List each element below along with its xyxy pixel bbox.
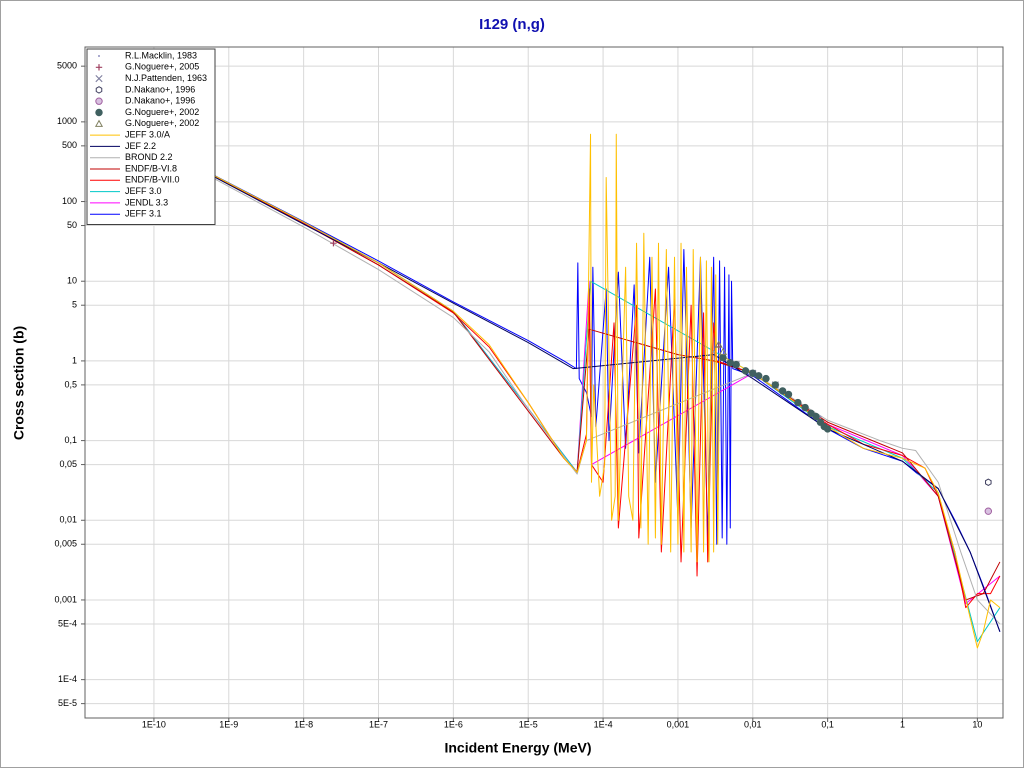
legend-label: JEFF 3.0/A: [125, 129, 170, 139]
legend-label: G.Noguere+, 2002: [125, 118, 199, 128]
legend-label: ENDF/B-VI.8: [125, 163, 177, 173]
series-line: [211, 173, 1001, 632]
y-tick-label: 5E-5: [58, 698, 77, 708]
data-point: [712, 350, 715, 353]
legend-marker: [98, 55, 100, 57]
data-point: [719, 353, 727, 362]
data-point: [771, 381, 780, 389]
x-tick-label: 10: [972, 719, 982, 729]
y-tick-label: 0,5: [64, 379, 77, 389]
data-point: [812, 412, 820, 421]
data-point: [718, 347, 728, 355]
y-tick-label: 1E-4: [58, 674, 77, 684]
chart-title: I129 (n,g): [479, 16, 545, 33]
x-tick-label: 1E-9: [219, 719, 238, 729]
y-tick-label: 100: [62, 196, 77, 206]
legend-label: JEFF 3.1: [125, 209, 162, 219]
legend-label: R.L.Macklin, 1983: [125, 50, 197, 60]
y-tick-label: 0,001: [54, 594, 77, 604]
x-tick-label: 1E-7: [369, 719, 388, 729]
data-point: [807, 409, 815, 418]
y-tick-label: 1000: [57, 116, 77, 126]
legend-label: G.Noguere+, 2005: [125, 62, 199, 72]
data-point: [726, 358, 734, 367]
data-point: [330, 240, 337, 247]
legend-marker: [95, 64, 103, 71]
data-point: [732, 360, 740, 369]
plot-area: [85, 47, 1003, 718]
legend-label: ENDF/B-VII.0: [125, 175, 180, 185]
data-point: [819, 415, 822, 418]
legend-marker: [95, 97, 103, 105]
data-point: [985, 478, 992, 487]
series-line: [211, 174, 1001, 601]
data-point: [794, 398, 802, 407]
y-tick-label: 10: [67, 276, 77, 286]
legend-marker: [95, 108, 103, 117]
x-tick-label: 1: [900, 719, 905, 729]
y-tick-label: 1: [72, 355, 77, 365]
x-tick-label: 1E-4: [594, 719, 613, 729]
legend-label: D.Nakano+, 1996: [125, 96, 195, 106]
data-point: [762, 374, 770, 383]
legend-label: D.Nakano+, 1996: [125, 84, 195, 94]
y-tick-label: 5: [72, 300, 77, 310]
data-point: [784, 390, 793, 399]
data-point: [741, 367, 750, 375]
legend: R.L.Macklin, 1983 G.Noguere+, 2005N.J.Pat…: [86, 48, 216, 225]
y-tick-label: 0,01: [59, 515, 77, 525]
plot-content: [211, 133, 1001, 649]
plot-frame: [84, 46, 1004, 719]
data-point: [714, 340, 723, 348]
legend-label: G.Noguere+, 2002: [125, 107, 199, 117]
y-axis-label: Cross section (b): [11, 326, 27, 440]
y-tick-label: 50: [67, 220, 77, 230]
legend-marker: [95, 86, 103, 94]
legend-marker: [95, 75, 103, 83]
x-tick-label: 1E-5: [519, 719, 538, 729]
data-point: [755, 372, 763, 380]
y-tick-label: 5E-4: [58, 618, 77, 628]
legend-label: JEF 2.2: [125, 141, 156, 151]
y-tick-label: 0,005: [54, 539, 77, 549]
x-tick-label: 0,01: [744, 719, 762, 729]
x-tick-label: 0,001: [667, 719, 690, 729]
y-tick-label: 500: [62, 140, 77, 150]
legend-label: BROND 2.2: [125, 152, 173, 162]
data-point: [984, 507, 993, 515]
x-axis-label: Incident Energy (MeV): [444, 740, 591, 756]
data-point: [823, 425, 832, 433]
y-tick-label: 5000: [57, 61, 77, 71]
legend-label: JEFF 3.0: [125, 186, 162, 196]
y-tick-label: 0,05: [59, 459, 77, 469]
x-tick-label: 1E-8: [294, 719, 313, 729]
data-point: [801, 403, 809, 412]
x-tick-label: 1E-10: [142, 719, 166, 729]
legend-box: [86, 48, 216, 225]
x-tick-label: 1E-6: [444, 719, 463, 729]
data-point: [749, 369, 757, 377]
grid: [81, 47, 1003, 722]
legend-marker: [94, 119, 104, 127]
legend-label: JENDL 3.3: [125, 197, 168, 207]
legend-label: N.J.Pattenden, 1963: [125, 73, 207, 83]
x-tick-label: 0,1: [821, 719, 834, 729]
data-point: [778, 387, 787, 395]
y-tick-label: 0,1: [64, 435, 77, 445]
